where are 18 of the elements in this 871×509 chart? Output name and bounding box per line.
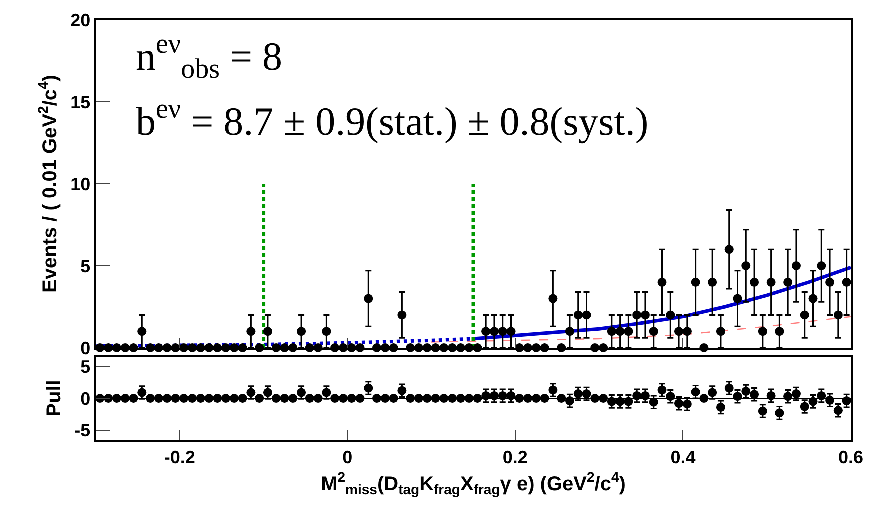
- y-tick-label: 0: [80, 388, 91, 409]
- y-axis-title: Pull: [44, 380, 66, 417]
- y-tick-label: 20: [70, 10, 91, 30]
- x-tick-label: 0: [342, 447, 353, 468]
- annotation: b$^{eν}$ = 8.7 ± 0.9(stat.) ± 0.8(syst.): [136, 94, 649, 144]
- x-tick-label: 0.4: [670, 447, 696, 468]
- y-tick-label: 15: [70, 92, 91, 112]
- text: M$^{2}$$_{miss}$(D$_{tag}$K$_{frag}$X$_{frag}$γ e) (GeV$^{2}$/c$^{4}$): [321, 468, 626, 498]
- line-series: [430, 316, 851, 343]
- y-tick-label: 5: [80, 256, 91, 276]
- annotation: n$^{eν}$$_{obs}$ = 8: [136, 29, 283, 86]
- x-tick-label: 0.6: [838, 447, 864, 468]
- y-tick-label: 5: [80, 356, 91, 377]
- y-tick-label: -5: [74, 420, 91, 441]
- x-tick-label: -0.2: [164, 447, 196, 468]
- x-tick-label: 0.2: [502, 447, 528, 468]
- y-tick-label: 0: [80, 338, 91, 358]
- y-tick-label: 10: [70, 174, 91, 194]
